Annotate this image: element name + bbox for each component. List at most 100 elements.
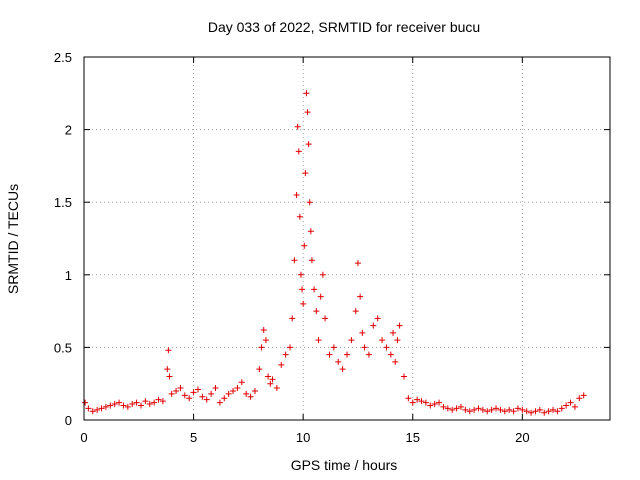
grid-lines [84, 57, 610, 420]
data-point [484, 408, 491, 415]
x-tick-label: 10 [296, 430, 310, 445]
data-point [394, 337, 401, 344]
data-point [576, 395, 583, 402]
x-tick-label: 0 [80, 430, 87, 445]
x-tick-label: 20 [515, 430, 529, 445]
data-point [102, 403, 109, 410]
data-point [300, 300, 307, 307]
data-point [190, 389, 197, 396]
data-point [289, 315, 296, 322]
data-point [541, 409, 548, 416]
data-point [194, 386, 201, 393]
data-point [326, 351, 333, 358]
data-point [225, 390, 232, 397]
data-point [390, 329, 397, 336]
data-point [295, 148, 302, 155]
data-point [532, 408, 539, 415]
data-point [506, 406, 513, 413]
data-point [361, 344, 368, 351]
data-point [173, 387, 180, 394]
y-tick-label: 0.5 [54, 340, 72, 355]
data-point [462, 406, 469, 413]
data-point [387, 351, 394, 358]
data-point [302, 170, 309, 177]
data-point [414, 396, 421, 403]
data-point [164, 366, 171, 373]
data-point [488, 406, 495, 413]
data-point [449, 406, 456, 413]
data-point [440, 403, 447, 410]
data-point [466, 408, 473, 415]
data-point [120, 402, 127, 409]
data-point [111, 401, 118, 408]
data-point [308, 257, 315, 264]
x-axis-label: GPS time / hours [291, 457, 398, 473]
data-point [303, 90, 310, 97]
data-point [221, 395, 228, 402]
data-point [370, 322, 377, 329]
data-point [405, 395, 412, 402]
data-point [317, 293, 324, 300]
data-point [243, 390, 250, 397]
data-point [234, 385, 241, 392]
data-point [155, 396, 162, 403]
data-point [133, 399, 140, 406]
data-point [571, 403, 578, 410]
data-point [523, 408, 530, 415]
data-point [216, 399, 223, 406]
x-tick-label: 15 [406, 430, 420, 445]
data-point [262, 337, 269, 344]
data-point [352, 308, 359, 315]
data-point [519, 406, 526, 413]
x-tick-label: 5 [190, 430, 197, 445]
data-point [322, 315, 329, 322]
data-point [479, 406, 486, 413]
data-point [159, 398, 166, 405]
data-point [304, 109, 311, 116]
y-axis-label: SRMTID / TECUs [5, 184, 21, 294]
y-tick-label: 1 [65, 268, 72, 283]
data-point [168, 390, 175, 397]
data-point [359, 329, 366, 336]
y-axis-ticks: 0 0.5 1 1.5 2 2.5 [54, 50, 610, 428]
data-point [383, 344, 390, 351]
data-point [348, 337, 355, 344]
data-point [294, 123, 301, 130]
y-tick-label: 2.5 [54, 50, 72, 65]
data-point [315, 337, 322, 344]
y-tick-label: 2 [65, 123, 72, 138]
data-point [291, 257, 298, 264]
data-point [436, 399, 443, 406]
data-point [278, 361, 285, 368]
data-point [457, 403, 464, 410]
data-point [453, 405, 460, 412]
data-point [199, 393, 206, 400]
chart-title: Day 033 of 2022, SRMTID for receiver buc… [208, 19, 480, 35]
data-point [357, 293, 364, 300]
data-point [374, 315, 381, 322]
data-point [558, 405, 565, 412]
data-point [580, 392, 587, 399]
data-point [301, 242, 308, 249]
data-point [493, 405, 500, 412]
data-point [293, 191, 300, 198]
data-point [186, 395, 193, 402]
data-point [98, 405, 105, 412]
data-point [265, 373, 272, 380]
data-point [354, 260, 361, 267]
data-point [124, 403, 131, 410]
data-point [311, 286, 318, 293]
data-point [427, 402, 434, 409]
data-point [536, 406, 543, 413]
data-point [208, 390, 215, 397]
data-point [181, 392, 188, 399]
data-point [166, 373, 173, 380]
data-point [238, 379, 245, 386]
data-point [82, 399, 89, 406]
x-axis-ticks: 0 5 10 15 20 [80, 57, 530, 445]
data-point [247, 393, 254, 400]
data-point [510, 408, 517, 415]
data-point [471, 406, 478, 413]
data-point [422, 399, 429, 406]
data-point [409, 399, 416, 406]
